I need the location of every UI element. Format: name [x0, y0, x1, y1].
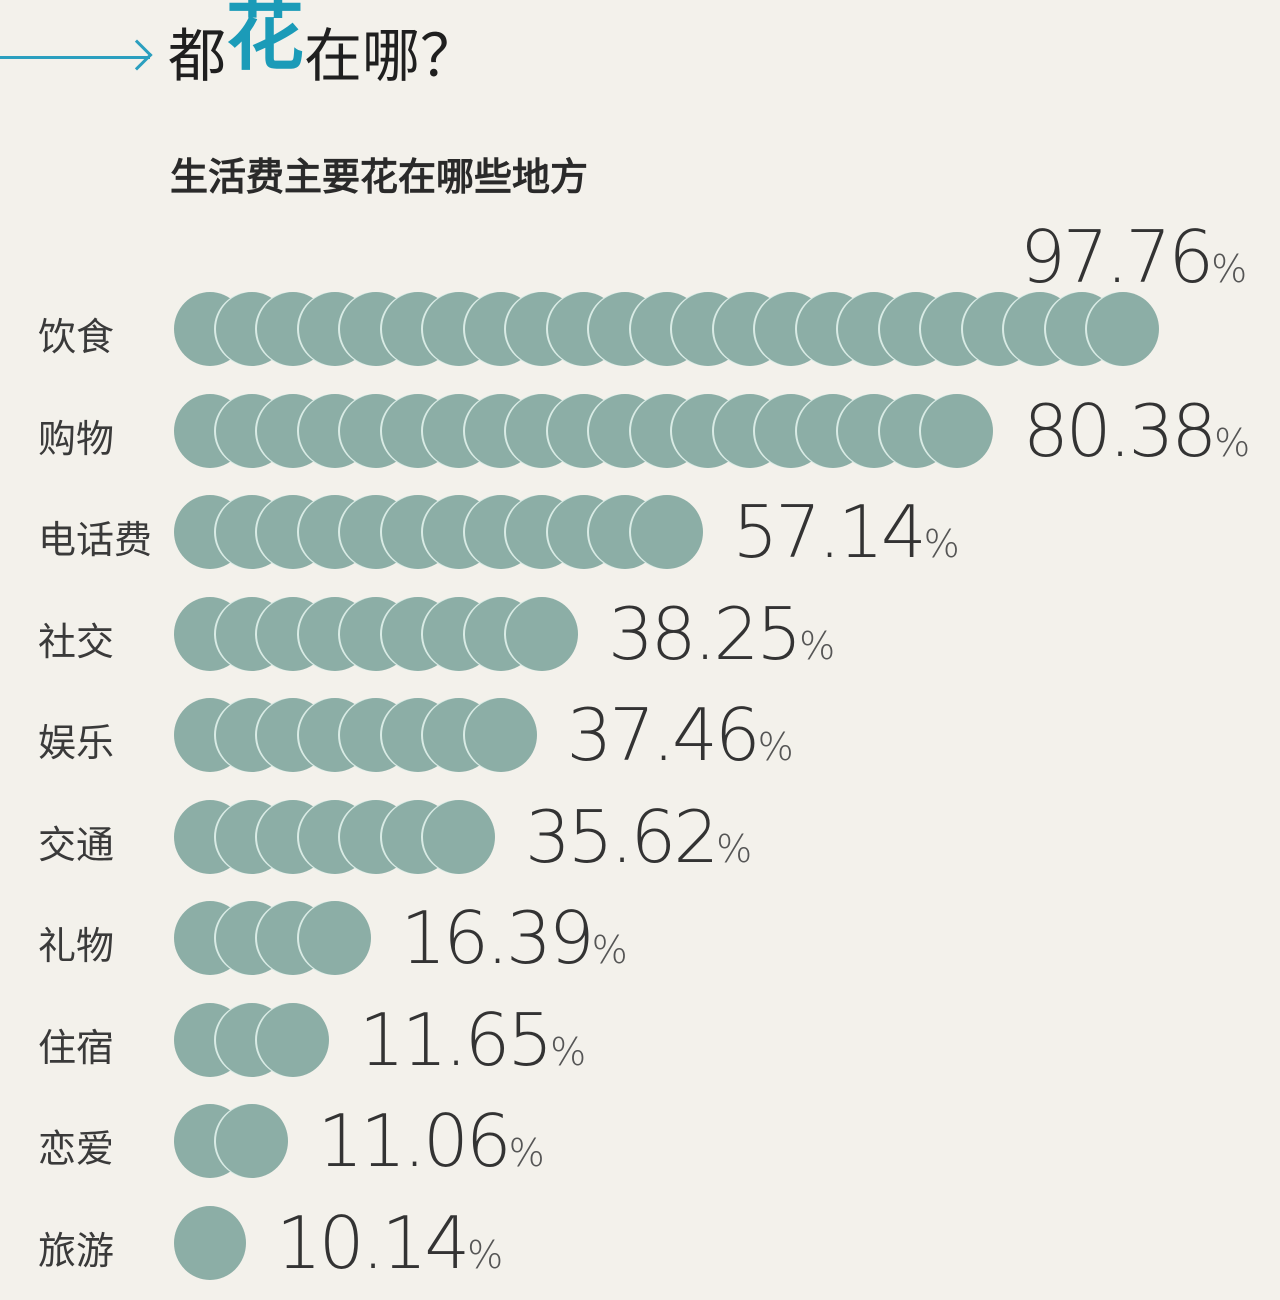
value-number: 11.06 — [317, 1099, 512, 1183]
percent-sign: % — [1211, 247, 1248, 291]
percent-sign: % — [467, 1232, 504, 1277]
value-label: 38.25% — [608, 589, 835, 691]
category-label: 娱乐 — [38, 721, 115, 765]
dot-icon — [1087, 292, 1159, 366]
value-number: 16.39 — [400, 896, 595, 980]
percent-sign: % — [550, 1029, 587, 1074]
chart-row: 饮食 97.76% — [0, 215, 1280, 372]
category-label: 购物 — [38, 416, 115, 461]
category-label: 交通 — [38, 822, 115, 867]
dot-icon — [215, 1104, 288, 1178]
chart-row: 旅游 10.14% — [0, 1201, 1280, 1286]
dot-icon — [921, 393, 993, 468]
dot-icon — [506, 596, 578, 671]
category-label: 旅游 — [38, 1228, 115, 1273]
chart-row: 购物 80.38% — [0, 389, 1280, 474]
value-number: 11.65 — [359, 997, 553, 1082]
value-label: 97.76% — [1020, 212, 1247, 314]
dot-icon — [257, 1002, 329, 1077]
category-label: 社交 — [38, 619, 115, 664]
value-number: 37.46 — [566, 693, 761, 777]
percent-sign: % — [716, 826, 753, 871]
chart-row: 礼物 16.39% — [0, 896, 1280, 981]
title-post: 在哪？ — [304, 22, 479, 90]
dot-icon — [423, 799, 495, 874]
page-title: 都花在哪？ — [168, 0, 479, 96]
dot-icon — [298, 901, 371, 975]
chart-row: 交通 35.62% — [0, 795, 1280, 880]
value-number: 57.14 — [732, 490, 927, 574]
chart-row: 电话费 57.14% — [0, 490, 1280, 575]
title-highlight: 花 — [226, 0, 305, 81]
value-number: 35.62 — [525, 794, 719, 879]
chart-row: 恋爱 11.06% — [0, 1099, 1280, 1184]
value-label: 16.39% — [401, 893, 628, 995]
value-label: 11.06% — [318, 1096, 545, 1198]
percent-sign: % — [591, 928, 628, 972]
value-label: 35.62% — [525, 792, 752, 894]
value-label: 57.14% — [733, 487, 960, 589]
percent-sign: % — [508, 1131, 545, 1175]
category-label: 恋爱 — [38, 1127, 115, 1171]
value-number: 80.38 — [1023, 388, 1217, 473]
title-pre: 都 — [168, 22, 227, 90]
chart-subtitle: 生活费主要花在哪些地方 — [170, 155, 589, 199]
category-label: 住宿 — [38, 1025, 115, 1070]
value-number: 38.25 — [608, 591, 802, 676]
percent-sign: % — [923, 522, 960, 566]
chart-row: 住宿 11.65% — [0, 998, 1280, 1083]
value-number: 10.14 — [276, 1200, 470, 1285]
category-label: 饮食 — [38, 315, 115, 359]
dot-icon — [174, 1205, 246, 1280]
chart-row: 社交 38.25% — [0, 592, 1280, 677]
value-label: 80.38% — [1023, 386, 1250, 488]
dot-icon — [464, 698, 537, 772]
dot-icon — [630, 495, 703, 569]
category-label: 礼物 — [38, 924, 115, 968]
percent-sign: % — [799, 623, 836, 668]
value-label: 10.14% — [276, 1198, 503, 1300]
percent-sign: % — [1214, 420, 1251, 465]
percent-sign: % — [757, 725, 794, 769]
value-label: 37.46% — [567, 690, 794, 792]
chart-row: 娱乐 37.46% — [0, 693, 1280, 778]
value-number: 97.76 — [1020, 215, 1214, 299]
value-label: 11.65% — [359, 995, 586, 1097]
category-label: 电话费 — [38, 518, 153, 562]
